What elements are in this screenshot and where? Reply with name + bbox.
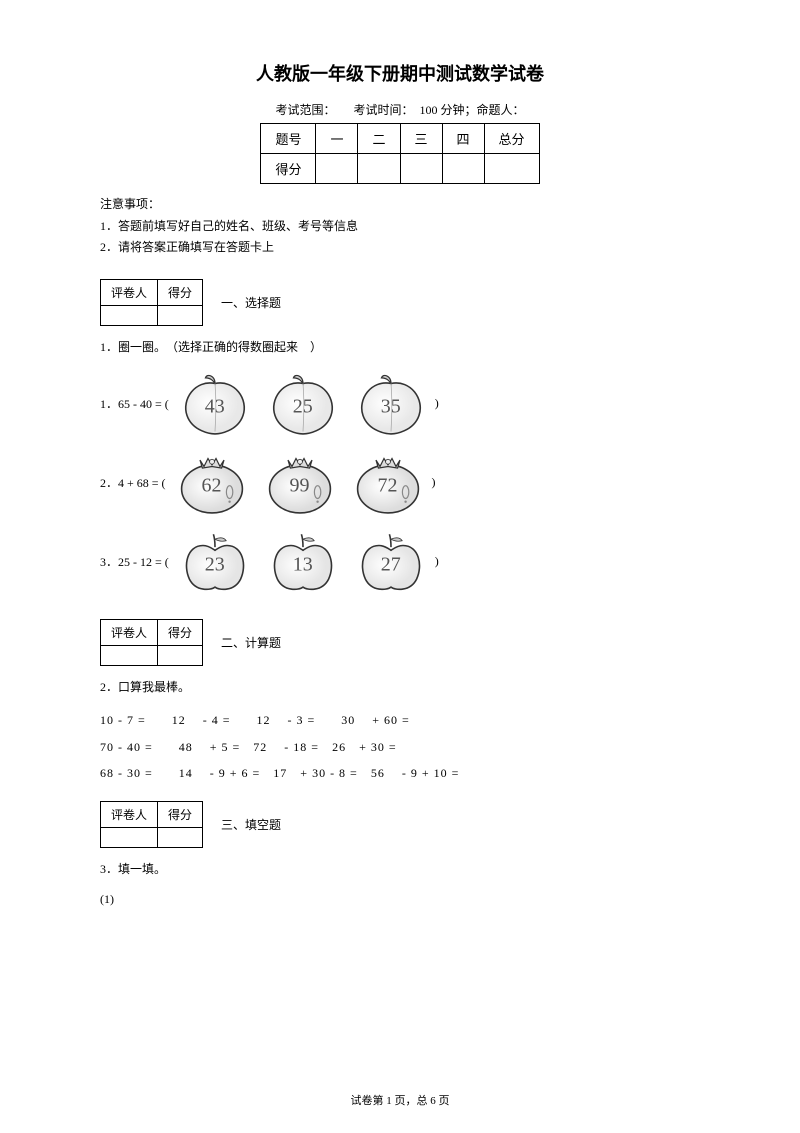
apple-icon: 27 bbox=[351, 529, 431, 594]
grader-table: 评卷人得分 bbox=[100, 619, 203, 666]
option-value: 35 bbox=[381, 395, 401, 418]
choice-row: 2．4 + 68 = ( 62 99 72) bbox=[100, 450, 700, 515]
calc-line: 70 - 40 = 48 + 5 = 72 - 18 = 26 + 30 = bbox=[100, 734, 700, 760]
score-table: 题号 一 二 三 四 总分 得分 bbox=[260, 123, 539, 184]
choice-group: 23 13 27 bbox=[175, 529, 431, 594]
grader-h1: 评卷人 bbox=[101, 802, 158, 828]
page-title: 人教版一年级下册期中测试数学试卷 bbox=[100, 60, 700, 86]
grader-table: 评卷人得分 bbox=[100, 279, 203, 326]
score-cell bbox=[484, 154, 539, 184]
peach-icon: 25 bbox=[263, 371, 343, 436]
paren-close: ) bbox=[431, 396, 443, 411]
q3-title: 3．填一填。 bbox=[100, 860, 700, 879]
grader-h2: 得分 bbox=[158, 802, 203, 828]
col-header: 四 bbox=[442, 124, 484, 154]
grader-cell bbox=[158, 305, 203, 325]
choice-group: 62 99 72 bbox=[172, 450, 428, 515]
col-header: 一 bbox=[316, 124, 358, 154]
option-value: 99 bbox=[290, 474, 310, 497]
score-cell bbox=[442, 154, 484, 184]
tomato-icon: 99 bbox=[260, 450, 340, 515]
col-header: 三 bbox=[400, 124, 442, 154]
option-value: 62 bbox=[202, 474, 222, 497]
option-value: 25 bbox=[293, 395, 313, 418]
notice-line: 2．请将答案正确填写在答题卡上 bbox=[100, 237, 700, 259]
choice-group: 43 25 35 bbox=[175, 371, 431, 436]
section-title-3: 三、填空题 bbox=[221, 816, 281, 833]
col-header: 总分 bbox=[484, 124, 539, 154]
score-cell bbox=[358, 154, 400, 184]
section-3: 评卷人得分 三、填空题 bbox=[100, 801, 700, 848]
notice-block: 注意事项： 1．答题前填写好自己的姓名、班级、考号等信息 2．请将答案正确填写在… bbox=[100, 194, 700, 259]
paren-close: ) bbox=[431, 554, 443, 569]
tomato-icon: 72 bbox=[348, 450, 428, 515]
choice-label: 3．25 - 12 = ( bbox=[100, 553, 169, 570]
tomato-icon: 62 bbox=[172, 450, 252, 515]
calc-line: 68 - 30 = 14 - 9 + 6 = 17 + 30 - 8 = 56 … bbox=[100, 760, 700, 786]
paren-close: ) bbox=[428, 475, 440, 490]
choice-row: 3．25 - 12 = ( 23 13 27) bbox=[100, 529, 700, 594]
row-label: 得分 bbox=[261, 154, 316, 184]
section-title-2: 二、计算题 bbox=[221, 634, 281, 651]
choice-label: 2．4 + 68 = ( bbox=[100, 474, 166, 491]
notice-heading: 注意事项： bbox=[100, 194, 700, 216]
peach-icon: 43 bbox=[175, 371, 255, 436]
col-header: 二 bbox=[358, 124, 400, 154]
grader-h2: 得分 bbox=[158, 279, 203, 305]
calc-block: 10 - 7 = 12 - 4 = 12 - 3 = 30 + 60 = 70 … bbox=[100, 707, 700, 786]
score-cell bbox=[400, 154, 442, 184]
grader-h1: 评卷人 bbox=[101, 279, 158, 305]
section-2: 评卷人得分 二、计算题 bbox=[100, 619, 700, 666]
notice-line: 1．答题前填写好自己的姓名、班级、考号等信息 bbox=[100, 216, 700, 238]
grader-cell bbox=[158, 828, 203, 848]
q3-sub: (1) bbox=[100, 890, 700, 909]
score-cell bbox=[316, 154, 358, 184]
option-value: 23 bbox=[205, 553, 225, 576]
grader-h2: 得分 bbox=[158, 619, 203, 645]
grader-cell bbox=[101, 645, 158, 665]
exam-info: 考试范围： 考试时间： 100 分钟；命题人： bbox=[100, 101, 700, 118]
grader-cell bbox=[101, 305, 158, 325]
page-footer: 试卷第 1 页，总 6 页 bbox=[0, 1092, 800, 1108]
peach-icon: 35 bbox=[351, 371, 431, 436]
grader-h1: 评卷人 bbox=[101, 619, 158, 645]
q2-title: 2．口算我最棒。 bbox=[100, 678, 700, 697]
section-1: 评卷人得分 一、选择题 bbox=[100, 279, 700, 326]
apple-icon: 13 bbox=[263, 529, 343, 594]
option-value: 13 bbox=[293, 553, 313, 576]
apple-icon: 23 bbox=[175, 529, 255, 594]
option-value: 27 bbox=[381, 553, 401, 576]
col-header: 题号 bbox=[261, 124, 316, 154]
q1-title: 1．圈一圈。 （选择正确的得数圈起来 ） bbox=[100, 338, 700, 357]
option-value: 72 bbox=[378, 474, 398, 497]
grader-cell bbox=[158, 645, 203, 665]
calc-line: 10 - 7 = 12 - 4 = 12 - 3 = 30 + 60 = bbox=[100, 707, 700, 733]
section-title-1: 一、选择题 bbox=[221, 294, 281, 311]
choice-row: 1．65 - 40 = ( 43 25 35) bbox=[100, 371, 700, 436]
choice-label: 1．65 - 40 = ( bbox=[100, 395, 169, 412]
grader-cell bbox=[101, 828, 158, 848]
option-value: 43 bbox=[205, 395, 225, 418]
grader-table: 评卷人得分 bbox=[100, 801, 203, 848]
